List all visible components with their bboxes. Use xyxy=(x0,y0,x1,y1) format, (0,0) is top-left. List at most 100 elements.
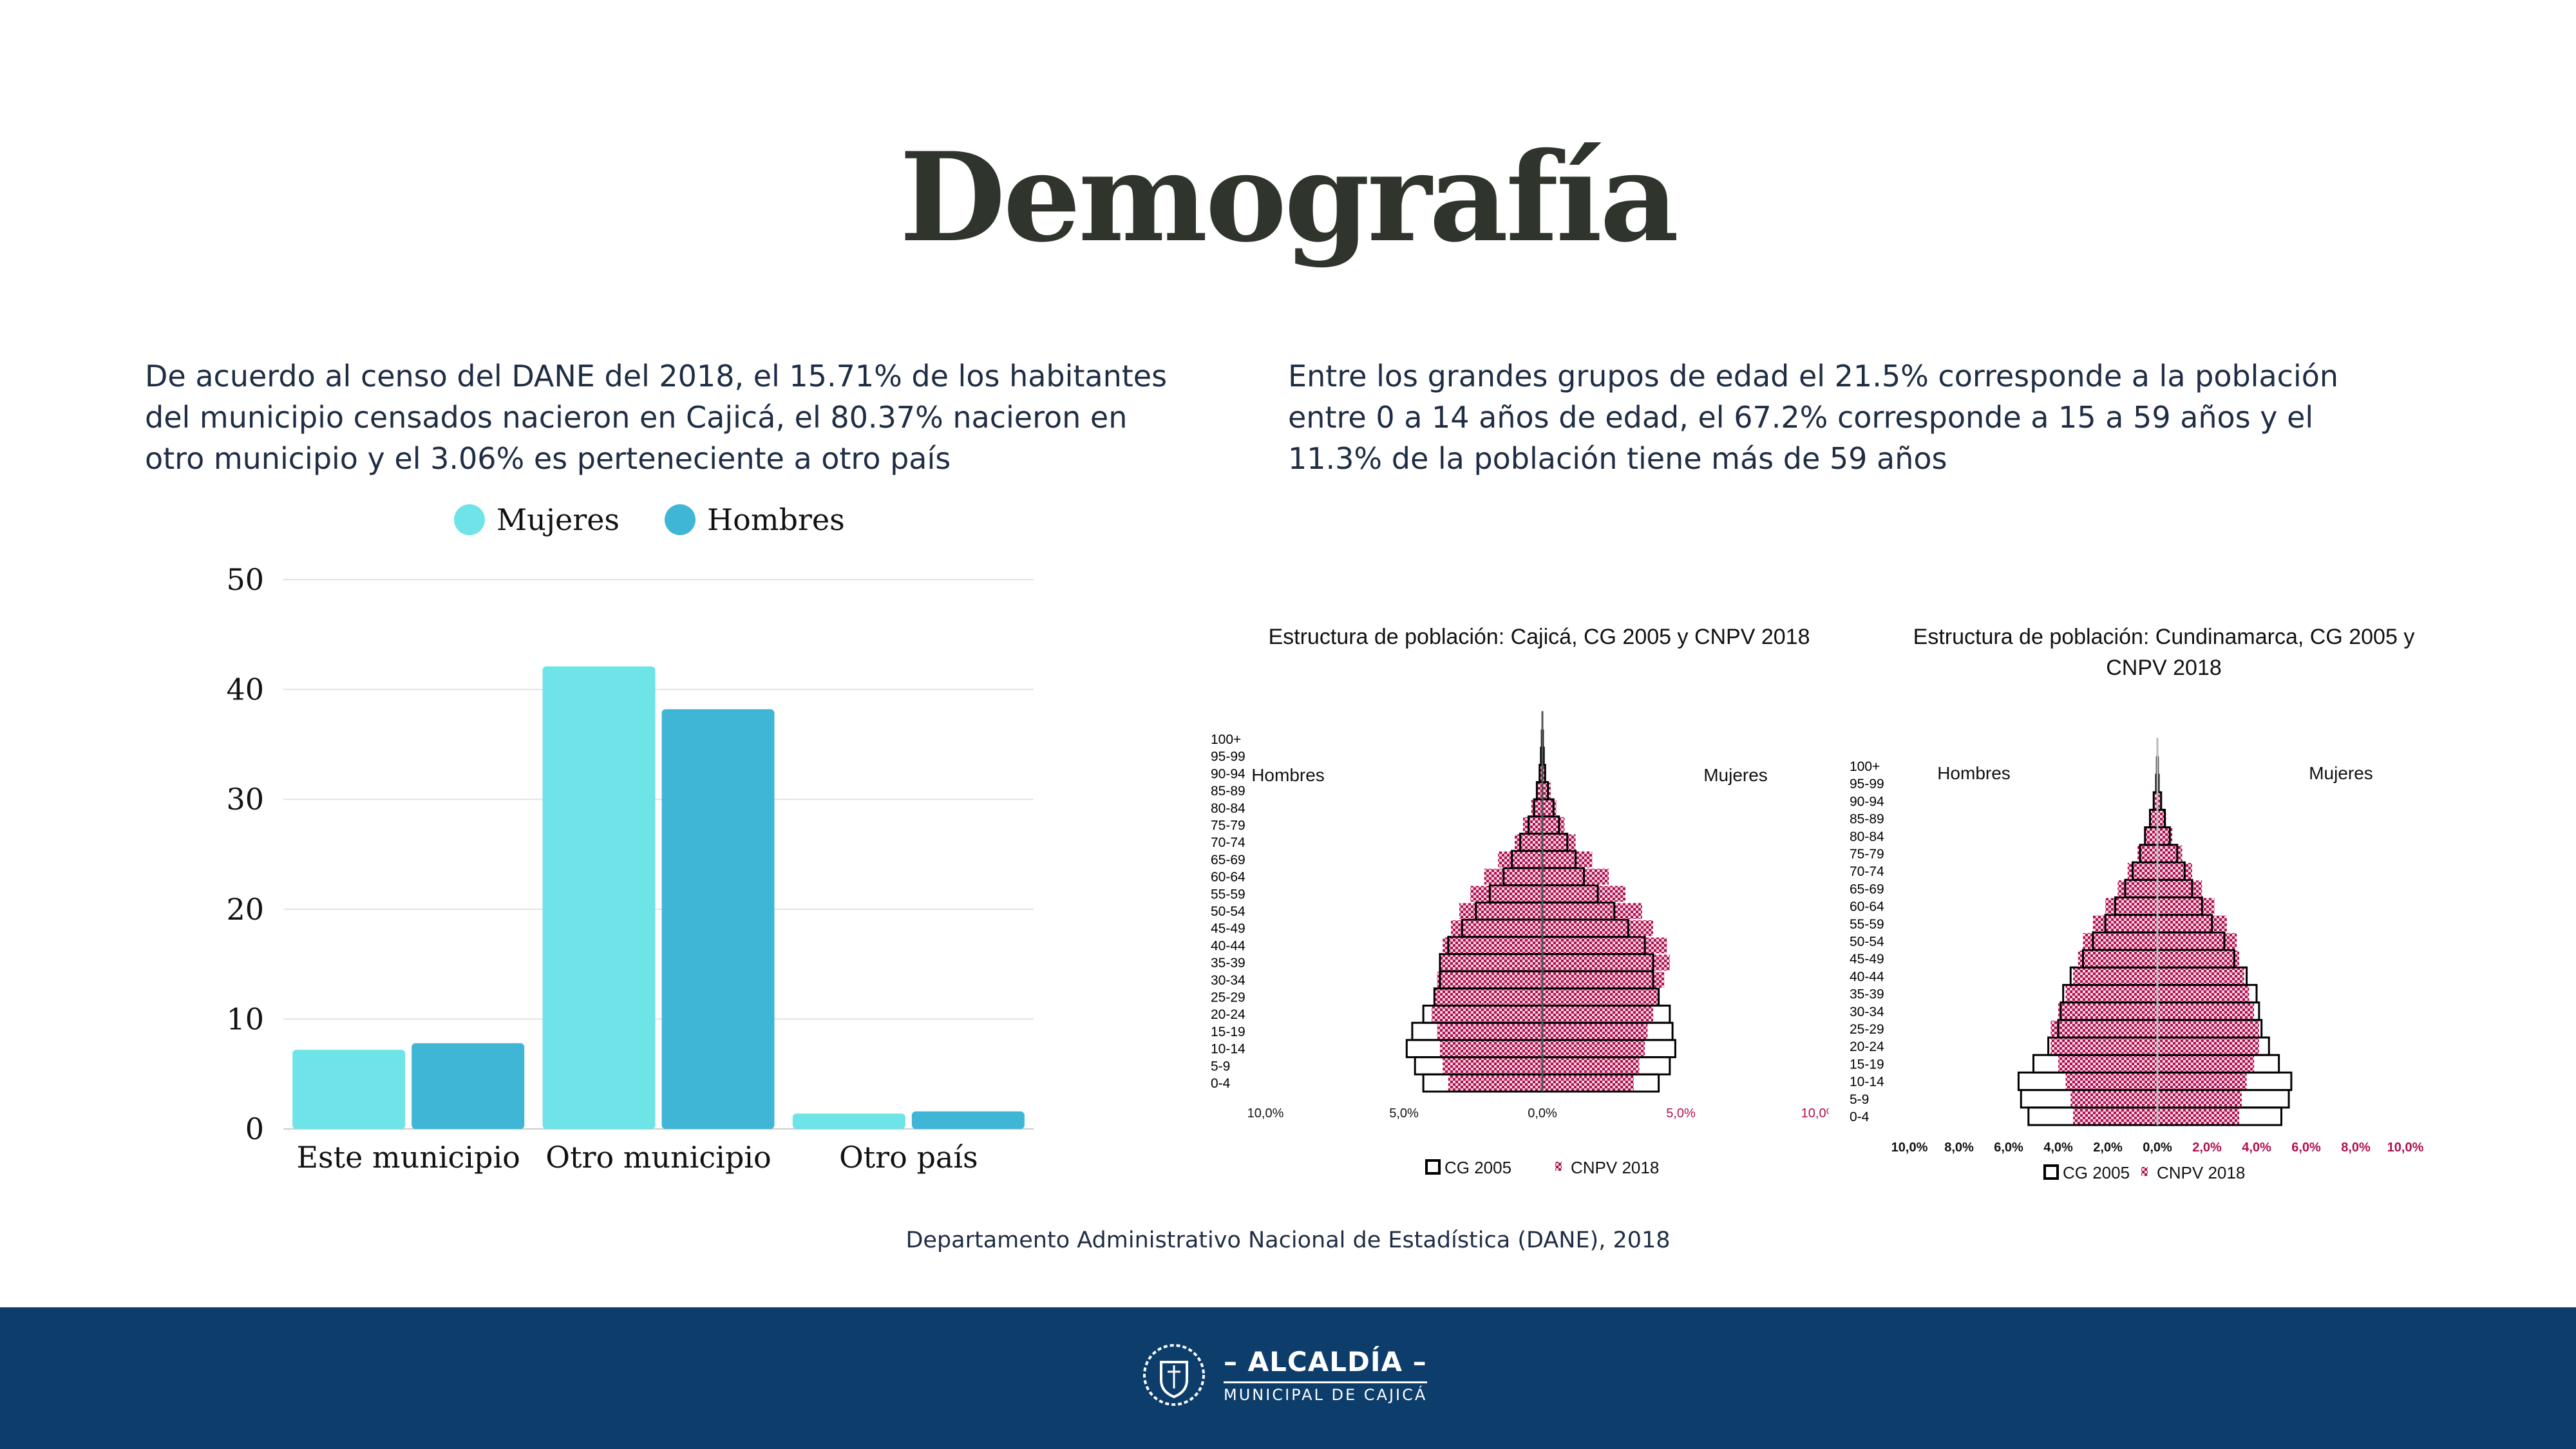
bar-cnpv-mujeres xyxy=(1542,972,1665,988)
x-tick-label: 6,0% xyxy=(2291,1141,2321,1155)
age-group-label: 60-64 xyxy=(1211,870,1245,885)
bar-cnpv-mujeres xyxy=(1542,886,1625,902)
age-group-label: 45-49 xyxy=(1211,922,1245,936)
age-group-label: 0-4 xyxy=(1211,1076,1231,1091)
age-group-label: 35-39 xyxy=(1211,956,1245,971)
bar-cnpv-mujeres xyxy=(2157,1073,2247,1090)
x-tick-label: Otro municipio xyxy=(545,1140,771,1175)
bar-cnpv-mujeres xyxy=(2157,898,2215,914)
logo-main-label: ALCALDÍA xyxy=(1247,1346,1403,1378)
bar-cnpv-hombres xyxy=(1522,817,1542,833)
legend-swatch-cnpv xyxy=(1555,1162,1562,1171)
x-tick-label: 6,0% xyxy=(1994,1141,2023,1155)
bar-cnpv-mujeres xyxy=(1542,1006,1653,1023)
age-group-label: 100+ xyxy=(1850,759,1880,774)
bar-mujeres xyxy=(792,1113,905,1129)
age-group-label: 60-64 xyxy=(1850,900,1884,914)
age-group-label: 40-44 xyxy=(1211,938,1245,953)
bar-cnpv-mujeres xyxy=(2157,793,2161,810)
age-group-label: 35-39 xyxy=(1850,987,1884,1002)
bar-chart-legend: Mujeres Hombres xyxy=(454,502,845,537)
legend-label-mujeres: Mujeres xyxy=(497,502,620,537)
bar-cnpv-mujeres xyxy=(1542,989,1659,1005)
bar-cnpv-mujeres xyxy=(2157,1003,2255,1019)
x-tick-label: 10,0% xyxy=(1801,1106,1829,1121)
bar-cnpv-mujeres xyxy=(1542,954,1670,971)
age-group-label: 55-59 xyxy=(1211,887,1245,902)
age-group-label: 95-99 xyxy=(1211,750,1245,764)
age-group-label: 85-89 xyxy=(1850,812,1884,827)
pyramid-title: Estructura de población: Cajicá, CG 2005… xyxy=(1268,625,1810,649)
x-tick-label: 5,0% xyxy=(1666,1106,1696,1121)
bar-cnpv-hombres xyxy=(1459,903,1542,919)
bar-mujeres xyxy=(542,666,656,1129)
bar-cnpv-mujeres xyxy=(1542,903,1642,919)
bar-cnpv-hombres xyxy=(2145,828,2157,844)
age-group-label: 70-74 xyxy=(1211,835,1245,850)
source-citation: Departamento Administrativo Nacional de … xyxy=(905,1227,1671,1253)
bar-cnpv-hombres xyxy=(1484,868,1542,885)
x-tick-label: 10,0% xyxy=(2387,1141,2424,1155)
x-tick-label: 2,0% xyxy=(2192,1141,2222,1155)
bar-cnpv-hombres xyxy=(1470,886,1542,902)
bar-cnpv-hombres xyxy=(1437,972,1542,988)
age-group-label: 25-29 xyxy=(1211,990,1245,1005)
bar-cnpv-mujeres xyxy=(2157,951,2240,967)
legend-label-cg: CG 2005 xyxy=(2063,1163,2130,1182)
bar-cnpv-mujeres xyxy=(1542,782,1551,799)
legend-label-cnpv: CNPV 2018 xyxy=(1571,1158,1659,1177)
age-group-label: 40-44 xyxy=(1850,969,1884,984)
y-tick-label: 30 xyxy=(226,782,264,817)
bar-cnpv-mujeres xyxy=(1542,1023,1648,1039)
bar-cnpv-hombres xyxy=(2117,880,2157,897)
x-tick-label: 4,0% xyxy=(2242,1141,2271,1155)
bar-cnpv-mujeres xyxy=(2157,828,2173,844)
y-tick-label: 0 xyxy=(245,1112,264,1146)
age-group-label: 10-14 xyxy=(1850,1075,1884,1090)
x-tick-label: 2,0% xyxy=(2093,1141,2123,1155)
bar-cnpv-mujeres xyxy=(2157,915,2227,932)
logo-sub-text: MUNICIPAL DE CAJICÁ xyxy=(1224,1381,1428,1404)
legend-swatch-hombres xyxy=(665,504,696,535)
legend-label-cg: CG 2005 xyxy=(1444,1158,1511,1177)
x-tick-label: Este municipio xyxy=(296,1140,520,1175)
age-group-label: 95-99 xyxy=(1850,777,1884,791)
x-tick-label: 8,0% xyxy=(1944,1141,1974,1155)
bar-cnpv-hombres xyxy=(2078,951,2157,967)
bar-cnpv-mujeres xyxy=(1542,1057,1640,1074)
age-group-label: 50-54 xyxy=(1211,904,1245,919)
bar-cnpv-hombres xyxy=(1539,765,1542,782)
legend-label-hombres: Hombres xyxy=(707,502,845,537)
bar-cnpv-mujeres xyxy=(1542,920,1653,936)
age-groups-description: Entre los grandes grupos de edad el 21.5… xyxy=(1288,359,2339,476)
bar-cnpv-hombres xyxy=(2154,793,2157,810)
y-tick-label: 40 xyxy=(226,672,264,707)
bar-cnpv-hombres xyxy=(2070,1090,2157,1107)
legend-label-cnpv: CNPV 2018 xyxy=(2157,1163,2245,1182)
bar-cnpv-hombres xyxy=(1537,782,1542,799)
bar-cnpv-hombres xyxy=(1451,920,1542,936)
legend-swatch-cg xyxy=(1425,1159,1441,1175)
bar-cnpv-hombres xyxy=(1437,1023,1542,1039)
age-group-label: 20-24 xyxy=(1850,1039,1884,1054)
x-tick-label: 0,0% xyxy=(1528,1106,1557,1121)
bar-cnpv-mujeres xyxy=(2157,1038,2259,1055)
population-pyramid-cundinamarca: 0-4 5-9 10-14 15-19 20-24 25-29 30-34 35-39 40-4… xyxy=(1850,625,2424,1182)
x-tick-label: 4,0% xyxy=(2043,1141,2073,1155)
bar-cnpv-hombres xyxy=(2050,1020,2157,1037)
bar-cnpv-hombres xyxy=(2092,915,2157,932)
legend-item-hombres: Hombres xyxy=(665,502,845,537)
bar-cnpv-mujeres xyxy=(1542,834,1576,851)
pyramid-title: Estructura de población: Cundinamarca, C… xyxy=(1913,625,2415,649)
side-label-hombres: Hombres xyxy=(1251,765,1325,785)
bar-cnpv-hombres xyxy=(1443,1057,1542,1074)
bar-cnpv-hombres xyxy=(2073,1108,2157,1124)
age-group-label: 75-79 xyxy=(1211,819,1245,833)
age-group-label: 90-94 xyxy=(1211,766,1245,781)
birthplace-description: De acuerdo al censo del DANE del 2018, e… xyxy=(145,359,1168,476)
pyramid-title: CNPV 2018 xyxy=(2106,656,2222,680)
alcaldia-logo: – ALCALDÍA – MUNICIPAL DE CAJICÁ xyxy=(1139,1340,1428,1410)
age-group-label: 10-14 xyxy=(1211,1042,1245,1057)
age-group-label: 15-19 xyxy=(1850,1057,1884,1072)
age-group-label: 5-9 xyxy=(1850,1092,1869,1107)
